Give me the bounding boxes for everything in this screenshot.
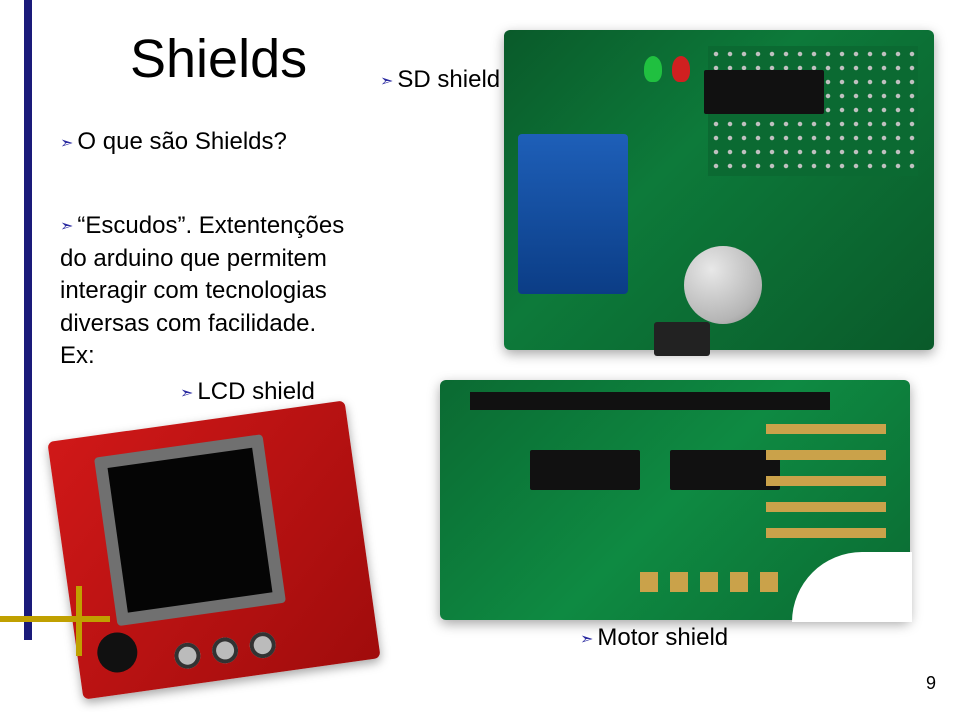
sd-shield-label-text: SD shield xyxy=(397,66,500,93)
ic-chip xyxy=(530,450,640,490)
resistor-row xyxy=(766,424,886,554)
board-notch xyxy=(792,552,912,622)
page-number: 9 xyxy=(926,673,936,694)
motor-shield-label: ➣Motor shield xyxy=(580,624,728,652)
chevron-icon: ➣ xyxy=(380,73,393,90)
ic-chip xyxy=(670,450,780,490)
bullet-ex-text: Ex: xyxy=(60,342,95,369)
chevron-icon: ➣ xyxy=(60,218,73,235)
bullet-question: ➣O que são Shields? xyxy=(60,128,287,156)
bullet-question-text: O que são Shields? xyxy=(77,128,286,155)
slide: Shields ➣SD shield ➣O que são Shields? ➣… xyxy=(0,0,960,712)
bullet-description: ➣“Escudos”. Extentenções do arduino que … xyxy=(60,178,350,372)
decorative-cross-v xyxy=(76,586,82,656)
bullet-escudos-text: “Escudos”. Extentenções do arduino que p… xyxy=(60,212,344,336)
chevron-icon: ➣ xyxy=(180,385,193,402)
motor-shield-label-text: Motor shield xyxy=(597,624,728,651)
lcd-shield-label: ➣LCD shield xyxy=(180,378,315,406)
chevron-icon: ➣ xyxy=(580,631,593,648)
page-title: Shields xyxy=(130,28,307,90)
decorative-cross-h xyxy=(0,616,110,622)
lcd-shield-image xyxy=(47,400,380,699)
pin-header xyxy=(470,392,830,410)
capacitor-row xyxy=(640,572,780,592)
coin-cell xyxy=(684,246,762,324)
sd-shield-label: ➣SD shield xyxy=(380,66,500,94)
ic-chip xyxy=(704,70,824,114)
power-jack xyxy=(654,322,710,356)
left-accent-bar xyxy=(24,0,32,640)
motor-shield-image xyxy=(440,380,910,620)
lcd-screen xyxy=(108,448,273,613)
lcd-shield-label-text: LCD shield xyxy=(197,378,314,405)
chevron-icon: ➣ xyxy=(60,135,73,152)
green-led-icon xyxy=(644,56,662,82)
sd-shield-image xyxy=(504,30,934,350)
red-led-icon xyxy=(672,56,690,82)
